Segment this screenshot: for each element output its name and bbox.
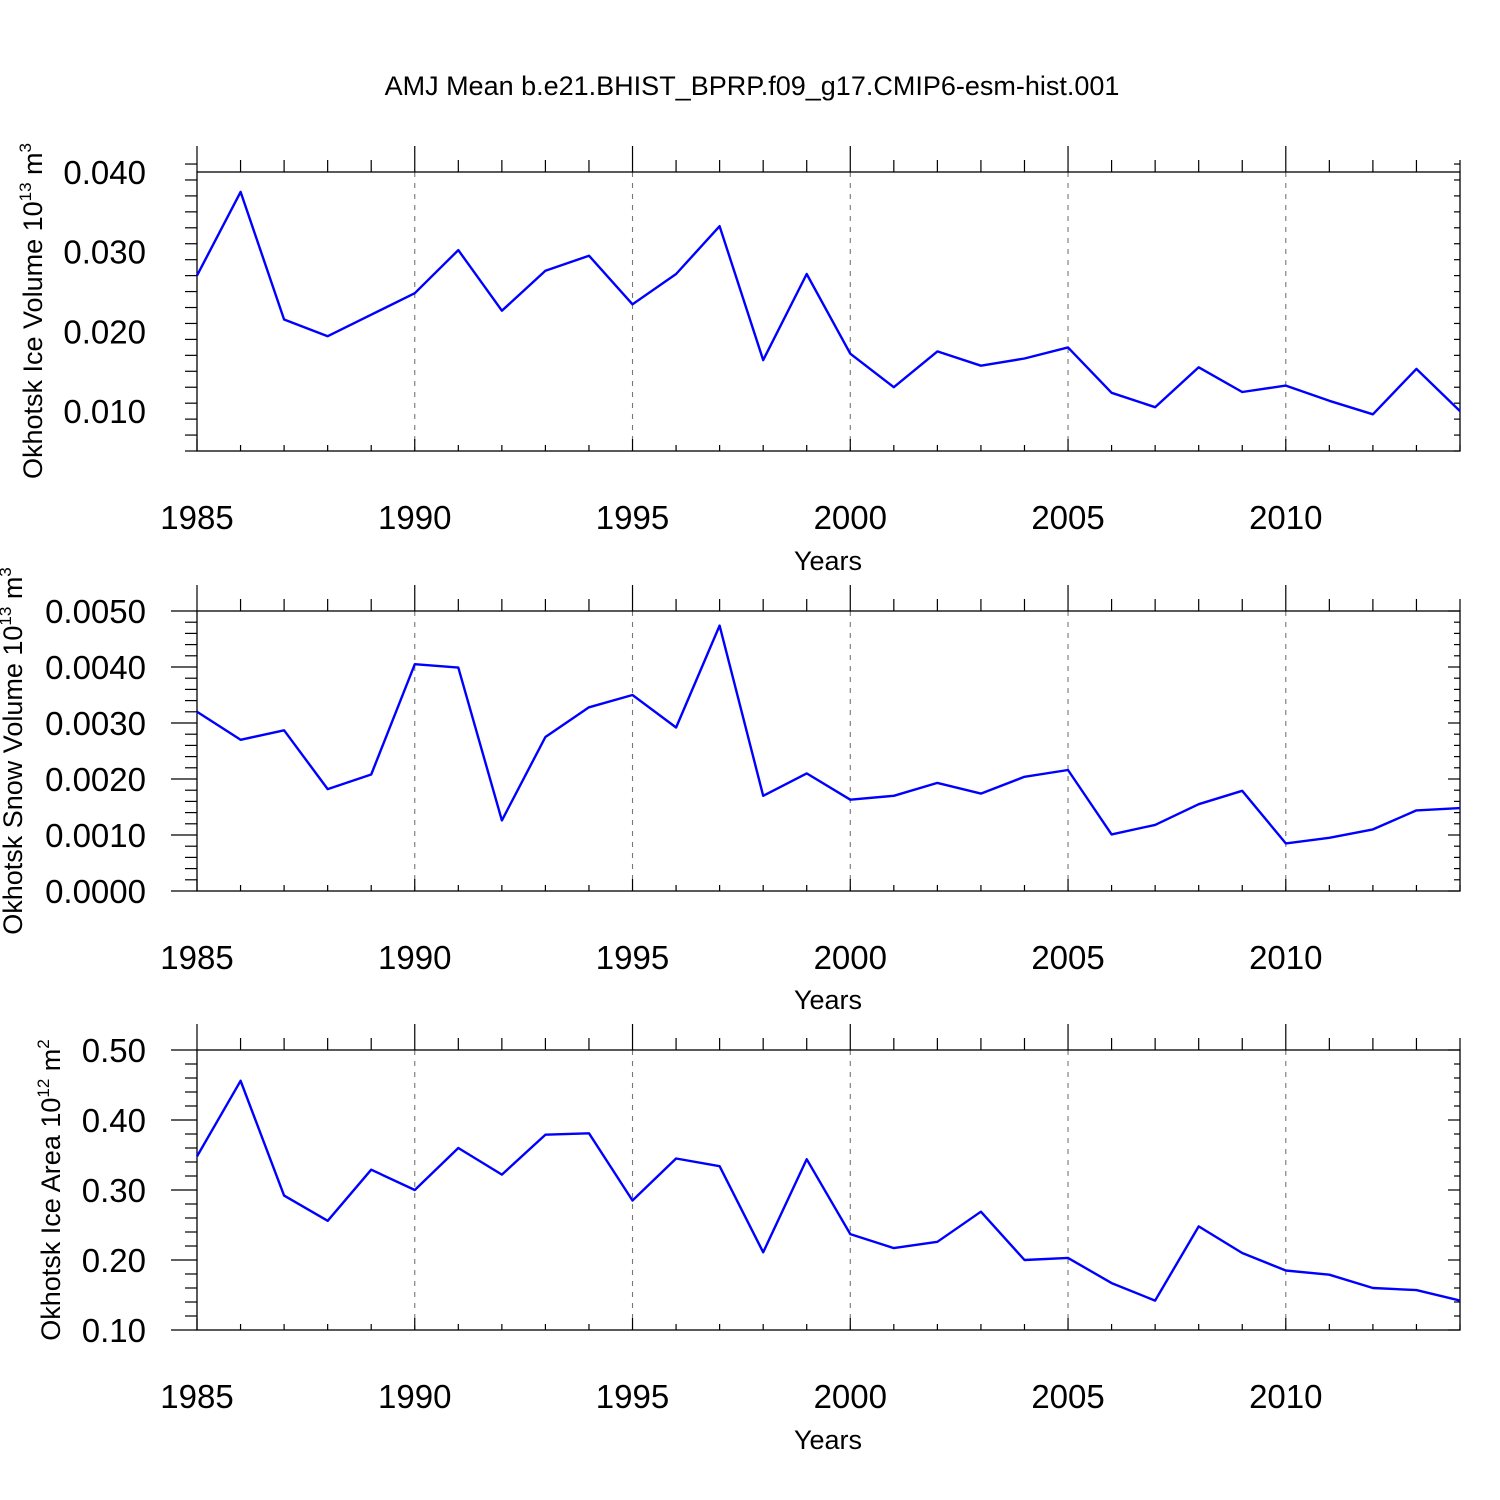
y-axis-title-unit: m	[36, 1049, 66, 1079]
y-axis-title-main: Okhotsk Snow Volume 10	[0, 626, 28, 935]
y-axis-title-exponent: 13	[0, 607, 15, 626]
x-tick-label: 2010	[1249, 499, 1322, 536]
x-tick-label: 1990	[378, 1378, 451, 1415]
y-axis-title-main: Okhotsk Ice Area 10	[36, 1098, 66, 1341]
y-axis-title: Okhotsk Ice Volume 1013 m3	[16, 143, 48, 479]
series-line	[196, 624, 1461, 845]
x-tick-label: 1995	[596, 499, 669, 536]
x-tick-label: 1990	[378, 939, 451, 976]
y-tick-label: 0.020	[63, 313, 146, 350]
y-axis-title-unit: m	[0, 577, 28, 607]
y-axis-title-unit-exponent: 3	[0, 567, 15, 576]
y-tick-label: 0.010	[63, 393, 146, 430]
x-axis-title: Years	[794, 985, 862, 1015]
x-tick-label: 2000	[814, 1378, 887, 1415]
y-tick-label: 0.0050	[45, 593, 146, 630]
y-tick-label: 0.030	[63, 234, 146, 271]
x-axis-title: Years	[794, 546, 862, 576]
ice-volume-panel: 1985 1990 1995 2000 2005 2010 0.010 0.020 0.030 0…	[16, 143, 1461, 576]
y-tick-label: 0.0020	[45, 761, 146, 798]
snow-volume-panel: 1985 1990 1995 2000 2005 2010 0.0000 0.0010 0.00…	[0, 567, 1461, 1015]
ice-area-panel: 1985 1990 1995 2000 2005 2010 0.10 0.20 0.30 0.40…	[34, 1024, 1461, 1455]
y-axis-title-main: Okhotsk Ice Volume 10	[18, 201, 48, 479]
y-tick-label: 0.040	[63, 154, 146, 191]
y-axis-title-unit: m	[18, 152, 48, 182]
y-tick-label: 0.20	[82, 1242, 146, 1279]
series-line	[195, 1079, 1461, 1302]
x-tick-label: 1985	[160, 1378, 233, 1415]
y-tick-label: 0.50	[82, 1032, 146, 1069]
y-axis-title: Okhotsk Snow Volume 1013 m3	[0, 567, 28, 935]
y-tick-label: 0.0030	[45, 705, 146, 742]
y-axis-title: Okhotsk Ice Area 1012 m2	[34, 1039, 66, 1341]
y-axis-title-unit-exponent: 3	[16, 143, 35, 152]
x-tick-label: 2005	[1031, 939, 1104, 976]
x-tick-label: 2010	[1249, 1378, 1322, 1415]
y-tick-label: 0.30	[82, 1172, 146, 1209]
y-tick-label: 0.0040	[45, 649, 146, 686]
y-tick-label: 0.0000	[45, 873, 146, 910]
x-tick-label: 1985	[160, 939, 233, 976]
y-tick-label: 0.40	[82, 1102, 146, 1139]
plot-frame	[196, 171, 1461, 452]
plot-frame	[196, 610, 1461, 892]
x-tick-label: 2000	[814, 939, 887, 976]
x-tick-label: 1990	[378, 499, 451, 536]
x-tick-label: 2000	[814, 499, 887, 536]
x-tick-label: 1995	[596, 1378, 669, 1415]
x-tick-label: 2005	[1031, 499, 1104, 536]
y-axis-title-unit-exponent: 2	[34, 1039, 53, 1048]
y-axis-title-exponent: 13	[16, 182, 35, 201]
series-line	[195, 190, 1461, 416]
plot-frame	[196, 1049, 1461, 1331]
y-tick-label: 0.10	[82, 1312, 146, 1349]
x-axis-title: Years	[794, 1425, 862, 1455]
figure-title: AMJ Mean b.e21.BHIST_BPRP.f09_g17.CMIP6-…	[385, 71, 1120, 101]
x-tick-label: 1995	[596, 939, 669, 976]
y-axis-title-exponent: 12	[34, 1079, 53, 1098]
x-tick-label: 2005	[1031, 1378, 1104, 1415]
x-tick-label: 2010	[1249, 939, 1322, 976]
y-tick-label: 0.0010	[45, 817, 146, 854]
x-tick-label: 1985	[160, 499, 233, 536]
